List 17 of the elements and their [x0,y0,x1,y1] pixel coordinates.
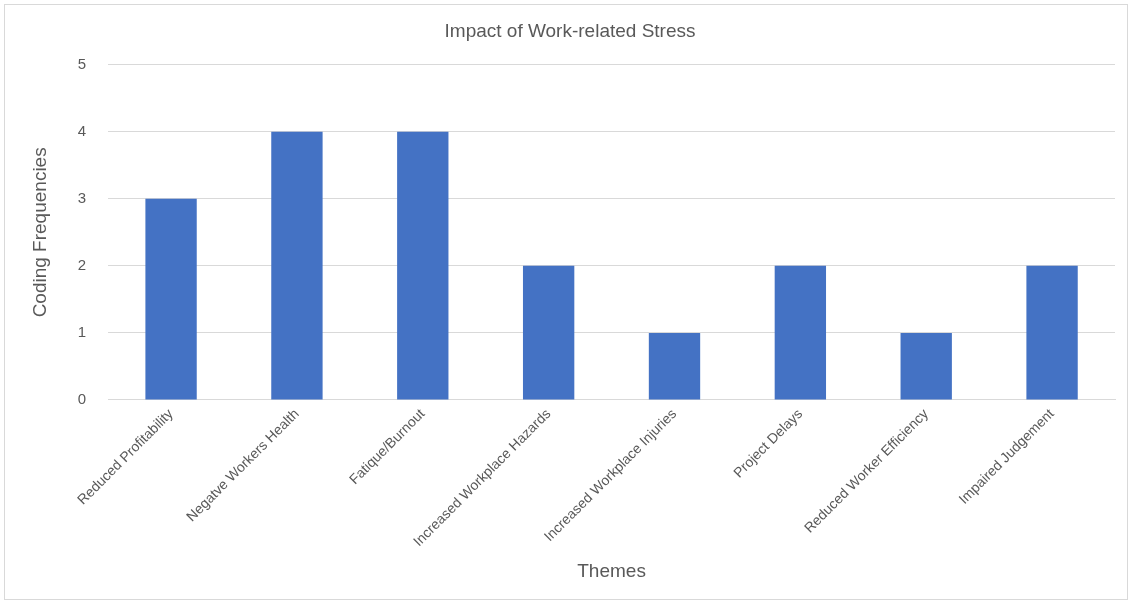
bar [397,131,449,400]
bar [648,332,701,400]
y-tick-label: 5 [77,54,87,72]
y-tick-label: 2 [77,256,87,273]
bar [774,265,827,400]
bar [900,332,952,400]
y-tick-label: 3 [77,188,87,206]
bar [145,198,197,400]
bar [271,131,323,400]
y-axis-title: Coding Frequencies [28,147,50,318]
bar [1026,265,1078,400]
y-tick-label: 0 [77,390,87,408]
y-tick-label: 1 [77,323,87,341]
bar [522,265,575,400]
y-tick-label: 4 [77,121,87,139]
chart-title: Impact of Work-related Stress [444,19,696,41]
x-axis-title: Themes [577,559,646,581]
